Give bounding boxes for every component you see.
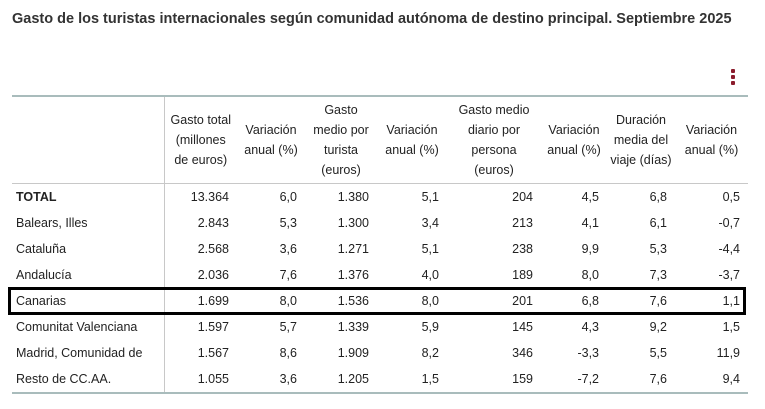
table-cell: 3,4 bbox=[421, 216, 439, 230]
table-row: Cataluña 2.568 3,6 1.271 5,1 238 9,9 5,3 -4,4 bbox=[12, 236, 748, 262]
table-cell: 1,5 bbox=[421, 372, 439, 386]
column-header bbox=[12, 96, 165, 184]
table-cell: 1.380 bbox=[337, 190, 369, 204]
table-cell: -0,7 bbox=[718, 216, 740, 230]
column-header: Gasto medio por turista (euros) bbox=[313, 103, 369, 177]
table-cell: 1,1 bbox=[722, 294, 740, 308]
table-cell: 5,1 bbox=[421, 190, 439, 204]
table-cell: 5,7 bbox=[279, 320, 297, 334]
table-cell: 213 bbox=[512, 216, 533, 230]
table-cell: 1.536 bbox=[337, 294, 369, 308]
table-cell: 346 bbox=[512, 346, 533, 360]
row-label: Andalucía bbox=[12, 262, 165, 288]
column-header: Variación anual (%) bbox=[385, 123, 439, 157]
table-cell: 6,0 bbox=[279, 190, 297, 204]
table-cell: 5,5 bbox=[649, 346, 667, 360]
table-cell: -3,7 bbox=[718, 268, 740, 282]
kebab-menu-icon[interactable] bbox=[730, 69, 736, 85]
table-cell: 1.205 bbox=[337, 372, 369, 386]
table-cell: 7,3 bbox=[649, 268, 667, 282]
table-cell: 2.036 bbox=[197, 268, 229, 282]
table-cell: 4,1 bbox=[581, 216, 599, 230]
row-label: Balears, Illes bbox=[12, 210, 165, 236]
table-cell: 7,6 bbox=[649, 294, 667, 308]
row-label: TOTAL bbox=[12, 183, 165, 210]
table-cell: 2.568 bbox=[197, 242, 229, 256]
column-header: Duración media del viaje (días) bbox=[610, 113, 672, 167]
table-cell: 159 bbox=[512, 372, 533, 386]
table-cell: 6,8 bbox=[581, 294, 599, 308]
table-cell: 8,6 bbox=[279, 346, 297, 360]
table-cell: 6,8 bbox=[649, 190, 667, 204]
table-row: Andalucía 2.036 7,6 1.376 4,0 189 8,0 7,3 -3,7 bbox=[12, 262, 748, 288]
table-cell: 9,2 bbox=[649, 320, 667, 334]
table-cell: 3,6 bbox=[279, 372, 297, 386]
table-cell: 8,0 bbox=[421, 294, 439, 308]
table-cell: 1.055 bbox=[197, 372, 229, 386]
table-row: Balears, Illes 2.843 5,3 1.300 3,4 213 4,1 6,1 -… bbox=[12, 210, 748, 236]
row-label: Canarias bbox=[12, 288, 165, 314]
table-cell: 8,2 bbox=[421, 346, 439, 360]
table-cell: 7,6 bbox=[279, 268, 297, 282]
table-cell: 9,4 bbox=[722, 372, 740, 386]
table-cell: 5,1 bbox=[421, 242, 439, 256]
table-cell: 1,5 bbox=[722, 320, 740, 334]
page-title: Gasto de los turistas internacionales se… bbox=[12, 11, 732, 27]
column-header: Variación anual (%) bbox=[244, 123, 298, 157]
table-row: TOTAL 13.364 6,0 1.380 5,1 204 4,5 6,8 0,5 bbox=[12, 183, 748, 210]
table-cell: 1.376 bbox=[337, 268, 369, 282]
table-cell: 2.843 bbox=[197, 216, 229, 230]
table-cell: 5,3 bbox=[649, 242, 667, 256]
column-header: Gasto total (millones de euros) bbox=[170, 113, 231, 167]
table-cell: 1.271 bbox=[337, 242, 369, 256]
row-label: Madrid, Comunidad de bbox=[12, 340, 165, 366]
table-cell: 238 bbox=[512, 242, 533, 256]
table-cell: 1.300 bbox=[337, 216, 369, 230]
table-cell: 1.567 bbox=[197, 346, 229, 360]
table-cell: 1.339 bbox=[337, 320, 369, 334]
table-cell: 3,6 bbox=[279, 242, 297, 256]
table-cell: 1.597 bbox=[197, 320, 229, 334]
table-cell: 189 bbox=[512, 268, 533, 282]
table-cell: 4,3 bbox=[581, 320, 599, 334]
row-label: Cataluña bbox=[12, 236, 165, 262]
table-cell: 1.699 bbox=[197, 294, 229, 308]
column-header: Variación anual (%) bbox=[684, 123, 739, 157]
column-header: Variación anual (%) bbox=[547, 123, 601, 157]
table-cell: 5,9 bbox=[421, 320, 439, 334]
header-row: Gasto total (millones de euros) Variación… bbox=[12, 96, 748, 184]
table-row: Comunitat Valenciana 1.597 5,7 1.339 5,9 145 4… bbox=[12, 314, 748, 340]
table-row: Resto de CC.AA. 1.055 3,6 1.205 1,5 159 -7,2 7,… bbox=[12, 366, 748, 393]
table-cell: 8,0 bbox=[279, 294, 297, 308]
table-cell: 8,0 bbox=[581, 268, 599, 282]
table-cell: 0,5 bbox=[722, 190, 740, 204]
table-cell: 145 bbox=[512, 320, 533, 334]
row-label: Comunitat Valenciana bbox=[12, 314, 165, 340]
table-cell: 13.364 bbox=[190, 190, 229, 204]
table-cell: -4,4 bbox=[718, 242, 740, 256]
table-cell: 4,5 bbox=[581, 190, 599, 204]
data-table: Gasto total (millones de euros) Variación… bbox=[12, 95, 748, 394]
table-cell: 9,9 bbox=[581, 242, 599, 256]
table-row: Madrid, Comunidad de 1.567 8,6 1.909 8,2 346 -… bbox=[12, 340, 748, 366]
row-label: Resto de CC.AA. bbox=[12, 366, 165, 393]
table-cell: 4,0 bbox=[421, 268, 439, 282]
table-cell: -7,2 bbox=[577, 372, 599, 386]
table-cell: -3,3 bbox=[577, 346, 599, 360]
table-cell: 7,6 bbox=[649, 372, 667, 386]
table-cell: 201 bbox=[512, 294, 533, 308]
column-header: Gasto medio diario por persona (euros) bbox=[458, 103, 530, 177]
table-cell: 6,1 bbox=[649, 216, 667, 230]
table-cell: 5,3 bbox=[279, 216, 297, 230]
table-row: Canarias 1.699 8,0 1.536 8,0 201 6,8 7,6 1,1 bbox=[12, 288, 748, 314]
table-cell: 204 bbox=[512, 190, 533, 204]
table-cell: 1.909 bbox=[337, 346, 369, 360]
table-cell: 11,9 bbox=[716, 346, 740, 360]
